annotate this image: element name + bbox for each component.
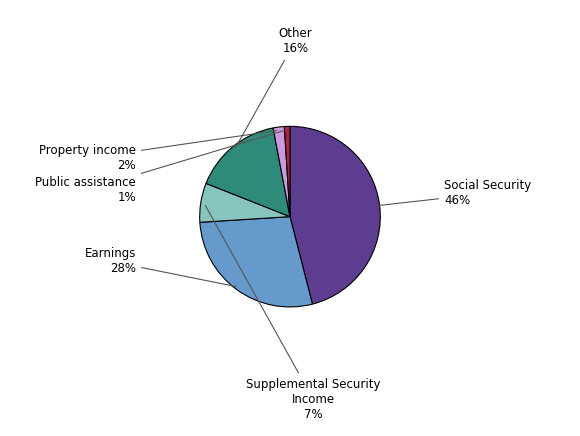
Wedge shape: [206, 128, 290, 217]
Text: Other
16%: Other 16%: [236, 27, 312, 147]
Wedge shape: [290, 126, 380, 304]
Text: Social Security
46%: Social Security 46%: [379, 179, 531, 207]
Wedge shape: [284, 126, 290, 217]
Wedge shape: [273, 126, 290, 217]
Text: Public assistance
1%: Public assistance 1%: [35, 130, 285, 204]
Wedge shape: [200, 184, 290, 222]
Text: Earnings
28%: Earnings 28%: [85, 247, 236, 286]
Text: Property income
2%: Property income 2%: [39, 131, 276, 172]
Text: Supplemental Security
Income
7%: Supplemental Security Income 7%: [205, 205, 380, 421]
Wedge shape: [200, 217, 313, 307]
